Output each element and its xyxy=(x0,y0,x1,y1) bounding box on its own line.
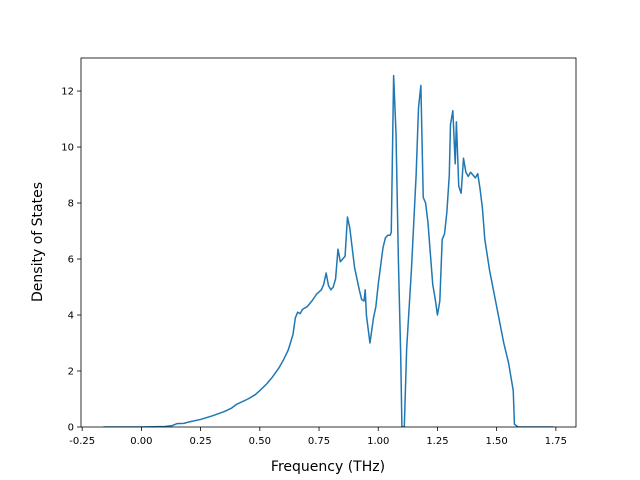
line xyxy=(103,74,554,427)
y-tick-label: 8 xyxy=(68,199,74,210)
x-tick-label: 1.50 xyxy=(486,436,508,447)
y-axis-label: Density of States xyxy=(30,182,46,302)
x-tick-label: 1.00 xyxy=(367,436,389,447)
x-tick-label: 0.50 xyxy=(249,436,271,447)
x-tick-label: 1.75 xyxy=(545,436,567,447)
y-tick-label: 0 xyxy=(68,423,74,434)
x-axis-label: Frequency (THz) xyxy=(271,459,385,475)
plot-frame xyxy=(80,57,577,428)
x-tick-label: 0.75 xyxy=(308,436,330,447)
x-tick-label: 1.25 xyxy=(426,436,448,447)
x-tick-label: -0.25 xyxy=(69,436,95,447)
y-tick-label: 6 xyxy=(68,255,74,266)
y-tick-label: 2 xyxy=(68,367,74,378)
y-tick-label: 4 xyxy=(68,311,74,322)
y-tick-label: 12 xyxy=(61,87,74,98)
x-tick-label: 0.00 xyxy=(130,436,152,447)
y-tick-label: 10 xyxy=(61,143,74,154)
x-tick-label: 0.25 xyxy=(189,436,211,447)
